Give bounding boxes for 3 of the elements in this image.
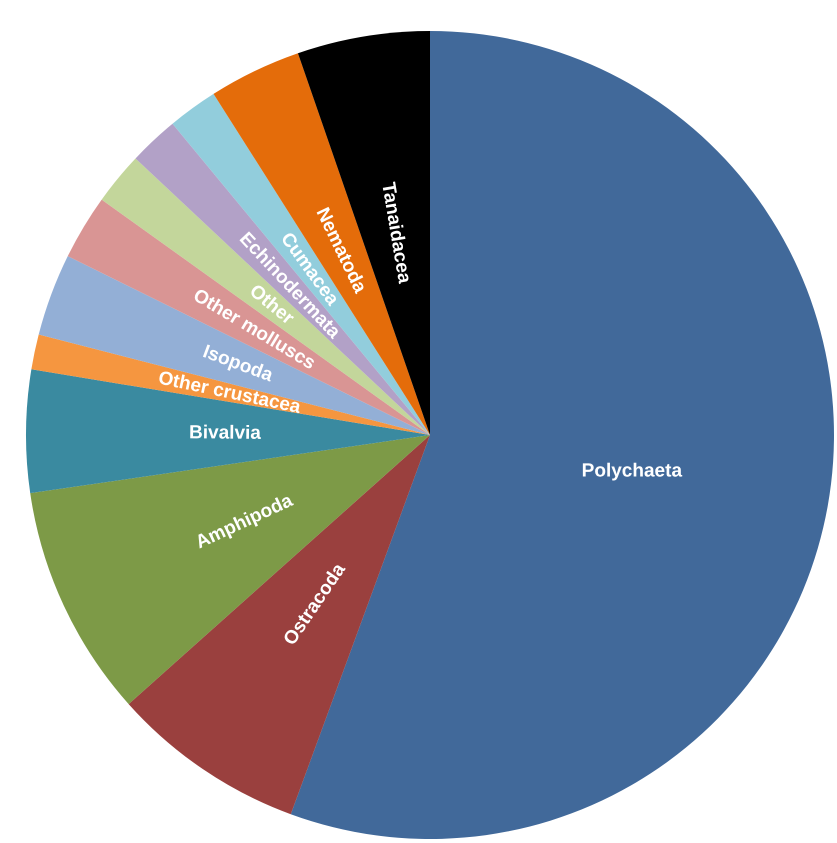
- slice-label: Polychaeta: [582, 460, 682, 482]
- slice-label: Bivalvia: [189, 422, 262, 444]
- slice-label: Tanaidacea: [377, 180, 415, 286]
